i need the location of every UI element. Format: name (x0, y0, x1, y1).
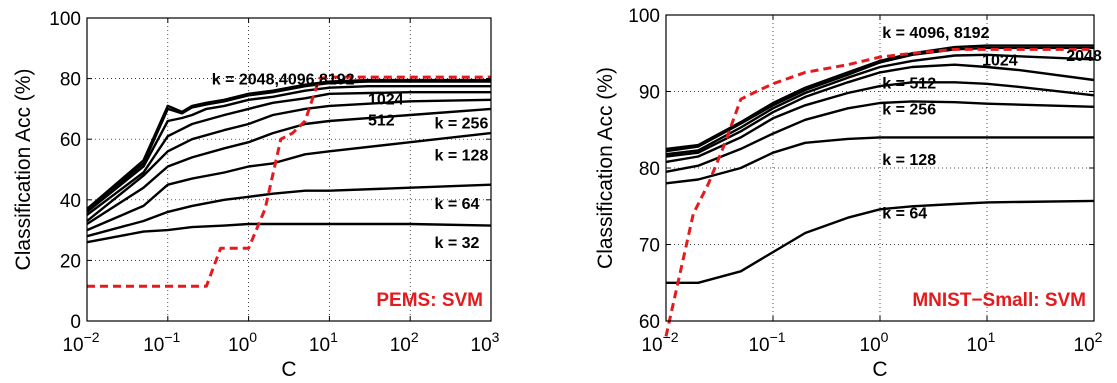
y-tick-label: 100 (49, 9, 81, 30)
series-line-k-256 (665, 100, 1095, 173)
series-label: k = 512 (882, 75, 936, 92)
series-label: k = 4096, 8192 (882, 25, 989, 42)
series-label: 512 (368, 113, 395, 130)
series-label: k = 128 (435, 147, 489, 164)
series-line-k-64 (666, 199, 1095, 284)
y-tick-label: 0 (70, 312, 81, 333)
x-tick-label: 100 (228, 329, 257, 356)
series-label: 1024 (368, 91, 404, 108)
x-tick-label: 10−1 (143, 329, 180, 356)
y-axis-label: Classification Acc (%) (12, 69, 35, 271)
series-labels: k = 2048,4096,8192 1024 512 k = 256 k = 128 k… (212, 72, 489, 253)
y-tick-label: 20 (60, 251, 81, 272)
series-line-k-8192 (86, 78, 491, 210)
series-label: 2048 (1066, 48, 1102, 65)
grid (87, 18, 491, 321)
series-line-k-1024 (86, 90, 491, 216)
y-tick-label: 60 (60, 130, 81, 151)
x-tick-label: 100 (860, 329, 889, 356)
y-tick-label: 100 (628, 6, 660, 27)
y-axis-label: Classification Acc (%) (594, 67, 617, 269)
series-label: 1024 (982, 52, 1018, 69)
y-tick-label: 60 (639, 312, 660, 333)
x-axis-label: C (872, 358, 887, 381)
series-label: k = 64 (882, 205, 927, 222)
series-line-k-256 (86, 107, 492, 226)
y-tick-label: 70 (639, 236, 660, 257)
x-tick-label: 103 (471, 329, 500, 356)
series-line-k-2048 (86, 84, 491, 213)
series-label: k = 256 (435, 116, 489, 133)
series-line-k-linear (87, 75, 491, 288)
chart-panel-1: 0 20 40 60 80 100 10−2 10−1 100 101 102 103 C Classif… (12, 9, 500, 381)
chart-title: MNIST−Small: SVM (912, 290, 1086, 311)
ticks: 0 20 40 60 80 100 10−2 10−1 100 101 102 103 (49, 9, 499, 356)
x-tick-label: 101 (967, 329, 996, 356)
chart-title: PEMS: SVM (376, 290, 483, 311)
series-label: k = 32 (435, 235, 480, 252)
x-tick-label: 10−2 (641, 329, 678, 356)
grid (666, 15, 1094, 321)
x-tick-label: 10−1 (748, 329, 785, 356)
series-label: k = 64 (435, 196, 480, 213)
x-tick-label: 101 (309, 329, 338, 356)
series-line-k-64 (86, 183, 492, 238)
series-label: k = 128 (882, 152, 936, 169)
series-line-k-32 (86, 222, 492, 244)
series-line-k-8192 (665, 44, 1094, 151)
x-tick-label: 102 (1074, 329, 1103, 356)
y-tick-label: 80 (639, 159, 660, 180)
x-tick-label: 102 (390, 329, 419, 356)
series-lines (664, 44, 1095, 337)
x-axis-label: C (281, 358, 296, 381)
series-line-k-128 (665, 136, 1094, 185)
y-tick-label: 90 (639, 83, 660, 104)
series-labels: k = 4096, 8192 1024 2048 k = 512 k = 256 k = … (882, 25, 1102, 223)
series-line-k-4096 (86, 80, 491, 212)
series-line-k-512 (86, 98, 492, 222)
y-tick-label: 80 (60, 70, 81, 91)
series-line-k-2048 (665, 53, 1095, 156)
series-label: k = 2048,4096,8192 (212, 72, 355, 89)
series-line-k-128 (86, 131, 492, 232)
x-tick-label: 10−2 (62, 329, 99, 356)
chart-panel-2: 60 70 80 90 100 10−2 10−1 100 101 102 C Classificat… (594, 6, 1103, 381)
series-label: k = 256 (882, 101, 936, 118)
series-line-k-1024 (665, 63, 1095, 158)
series-line-k-linear (664, 47, 1094, 337)
y-tick-label: 40 (60, 191, 81, 212)
series-lines (86, 75, 492, 288)
ticks: 60 70 80 90 100 10−2 10−1 100 101 102 (628, 6, 1102, 356)
series-line-k-512 (665, 81, 1095, 164)
axes-box (86, 17, 492, 322)
